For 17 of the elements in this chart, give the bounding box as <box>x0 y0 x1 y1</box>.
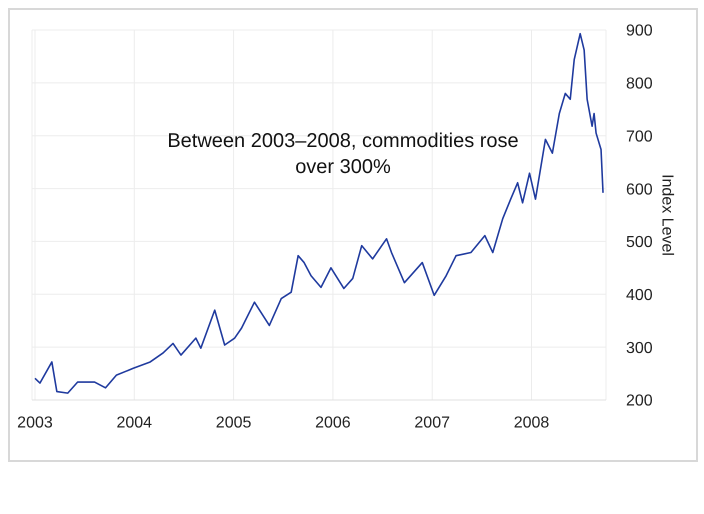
y-tick-label: 600 <box>626 181 653 198</box>
annotation: Between 2003–2008, commodities rose over 300% <box>166 129 520 180</box>
x-tick-label: 2005 <box>216 414 252 432</box>
y-tick-label: 500 <box>626 234 653 252</box>
y-axis-title: Index Level <box>658 174 676 256</box>
x-tick-label: 2004 <box>116 414 152 432</box>
line-series <box>34 32 604 394</box>
y-tick-label: 900 <box>626 22 653 40</box>
x-tick-label: 2006 <box>315 414 351 432</box>
x-tick-label: 2003 <box>17 414 53 432</box>
y-tick-label: 300 <box>626 340 653 357</box>
y-tick-label: 700 <box>626 128 653 146</box>
y-tick-label: 800 <box>626 76 653 93</box>
y-tick-label: 200 <box>626 392 653 410</box>
x-tick-label: 2007 <box>414 414 450 432</box>
x-tick-label: 2008 <box>514 414 550 432</box>
y-tick-label: 400 <box>626 286 653 304</box>
